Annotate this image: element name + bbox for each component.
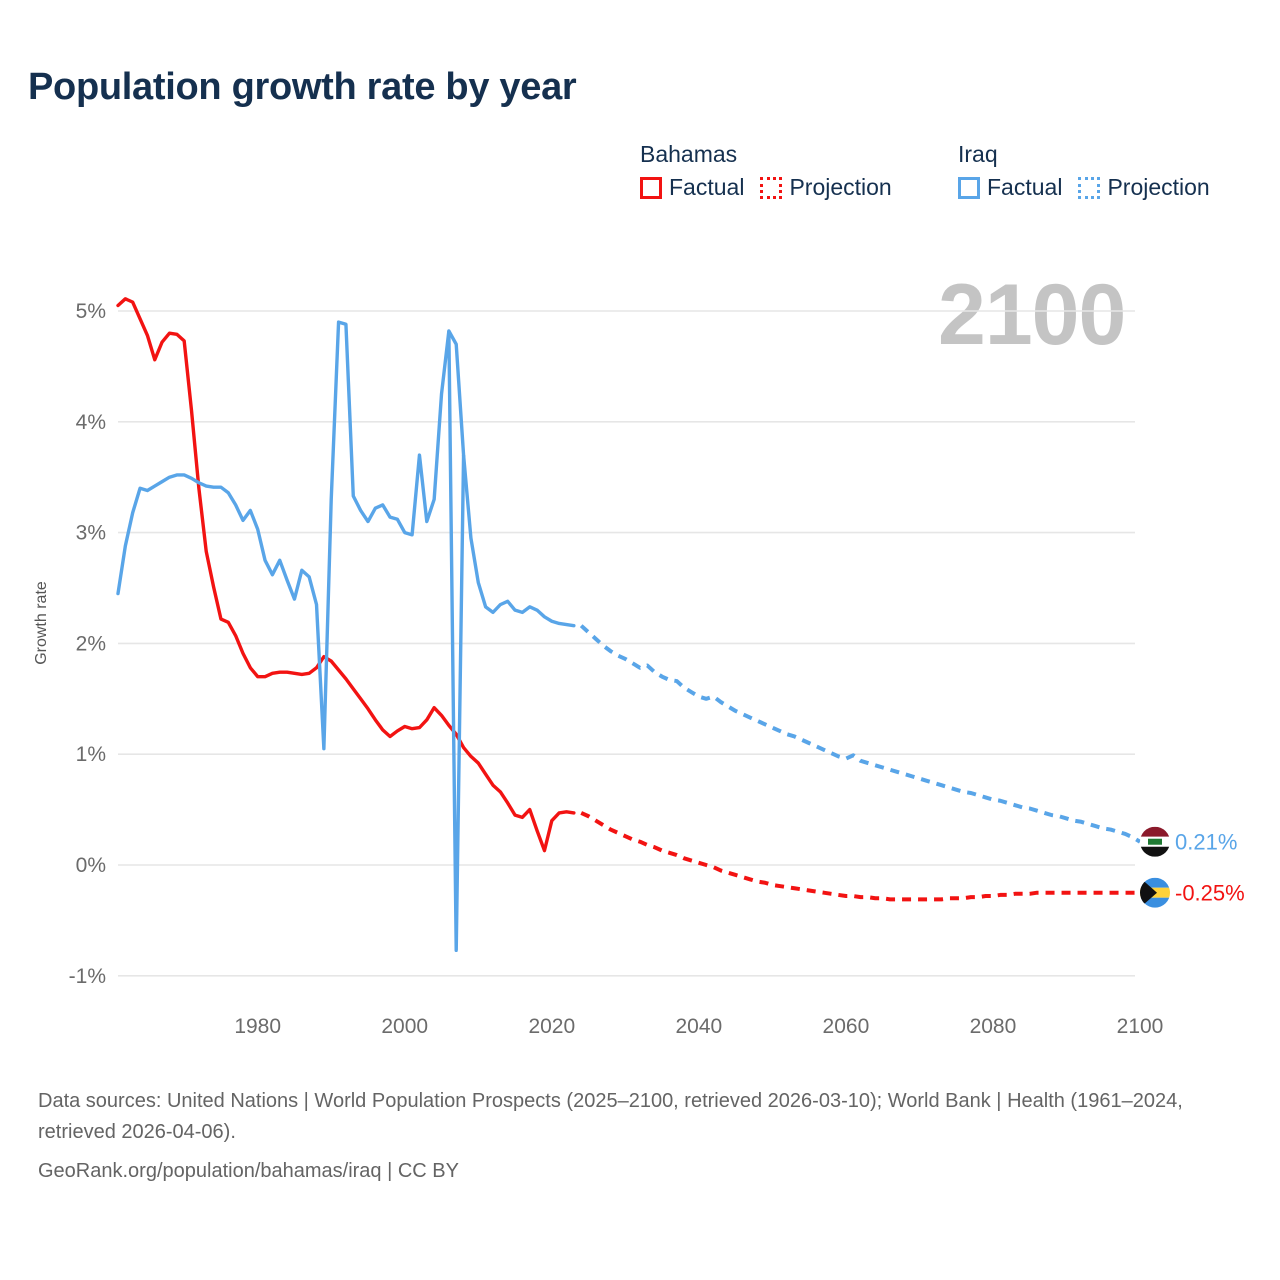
x-tick-label: 2000: [381, 1015, 428, 1038]
y-tick-label: 0%: [76, 854, 106, 877]
series-line: [580, 811, 1140, 902]
legend-group-iraq: Iraq Factual Projection: [958, 141, 1258, 199]
gridlines: [118, 310, 1135, 977]
end-value-label-bahamas: -0.25%: [1175, 881, 1245, 906]
legend-swatch-dotted-icon: [1078, 176, 1101, 199]
legend-label-iraq-factual: Factual: [987, 174, 1063, 201]
y-tick-label: 1%: [76, 743, 106, 766]
x-tick-label: 2060: [823, 1015, 870, 1038]
x-tick-label: 2020: [528, 1015, 575, 1038]
legend-swatch-solid-icon: [958, 176, 980, 199]
y-tick-label: 2%: [76, 632, 106, 655]
series-lines: [116, 297, 1142, 953]
legend-entry-iraq-factual[interactable]: Factual: [958, 176, 1062, 199]
footer-sources: Data sources: United Nations | World Pop…: [38, 1090, 1183, 1143]
y-tick-label: 4%: [76, 411, 106, 434]
legend-groups: Bahamas Factual Projection Iraq: [640, 141, 1260, 199]
x-tick-label: 2080: [970, 1015, 1017, 1038]
series-line: [579, 624, 1142, 844]
legend-label-bahamas-projection: Projection: [789, 174, 892, 201]
page-title: Population growth rate by year: [28, 66, 577, 108]
country-flag-marker-bahamas: [1140, 877, 1170, 908]
x-tick-label: 2100: [1117, 1015, 1164, 1038]
footer-link[interactable]: GeoRank.org/population/bahamas/iraq | CC…: [38, 1160, 459, 1182]
x-tick-labels: 1980 2000 2020 2040 2060 2080 2100: [234, 1015, 1163, 1038]
legend-swatch-solid-icon: [640, 176, 662, 199]
series-line: [116, 297, 576, 853]
series-line-dip: [447, 330, 466, 953]
end-value-label-iraq: 0.21%: [1175, 830, 1237, 855]
y-tick-label: 3%: [76, 522, 106, 545]
series-line: [116, 320, 576, 751]
chart-legend: Bahamas Factual Projection Iraq: [640, 141, 1260, 199]
legend-group-bahamas: Bahamas Factual Projection: [640, 141, 958, 199]
end-markers: 0.21% -0.25%: [1140, 826, 1245, 908]
plot-area: 5% 4% 3% 2% 1% 0% -1% 1980 2000 2020 2040 2060 2080…: [69, 297, 1245, 1038]
legend-entries-bahamas: Factual Projection: [640, 176, 958, 199]
y-tick-label: 5%: [76, 300, 106, 323]
legend-entry-bahamas-projection[interactable]: Projection: [760, 174, 892, 201]
y-tick-labels: 5% 4% 3% 2% 1% 0% -1%: [69, 300, 106, 988]
legend-entry-iraq-projection[interactable]: Projection: [1078, 174, 1210, 201]
legend-entries-iraq: Factual Projection: [958, 176, 1258, 199]
legend-group-title-iraq: Iraq: [958, 141, 998, 167]
legend-label-iraq-projection: Projection: [1107, 174, 1210, 201]
legend-label-bahamas-factual: Factual: [669, 174, 745, 201]
legend-entry-bahamas-factual[interactable]: Factual: [640, 176, 744, 199]
legend-swatch-dotted-icon: [760, 176, 783, 199]
y-tick-label: -1%: [69, 965, 106, 988]
x-tick-label: 2040: [675, 1015, 722, 1038]
x-tick-label: 1980: [234, 1015, 281, 1038]
country-flag-marker-iraq: [1140, 826, 1170, 857]
year-watermark: 2100: [938, 267, 1126, 363]
legend-group-title-bahamas: Bahamas: [640, 141, 738, 167]
footer: Data sources: United Nations | World Pop…: [38, 1086, 1238, 1187]
